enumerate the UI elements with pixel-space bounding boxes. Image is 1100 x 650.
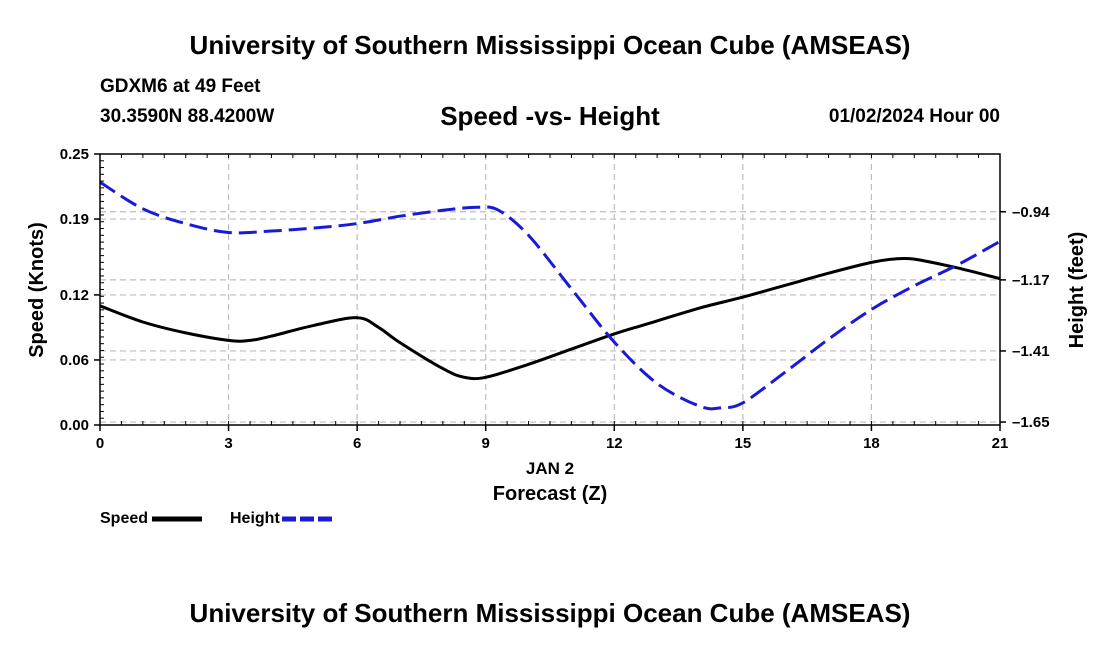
x-tick-label-12: 12 (606, 435, 623, 452)
page-title: University of Southern Mississippi Ocean… (189, 30, 911, 60)
plot-frame (99, 153, 1001, 426)
legend-speed-label: Speed (100, 510, 149, 527)
yright-tick-label--1.17: –1.17 (1012, 272, 1050, 289)
series-speed-line (99, 256, 1001, 381)
legend-height-label: Height (230, 510, 280, 527)
x-tick-label-3: 3 (224, 435, 232, 452)
yright-tick-label--1.41: –1.41 (1012, 343, 1050, 360)
footer-title: University of Southern Mississippi Ocean… (189, 598, 911, 628)
yleft-tick-label-0.12: 0.12 (60, 287, 89, 304)
x-axis-date-label: JAN 2 (526, 459, 574, 478)
x-tick-label-18: 18 (863, 435, 880, 452)
x-tick-label-21: 21 (992, 435, 1009, 452)
yleft-tick-label-0.19: 0.19 (60, 211, 89, 228)
x-axis-label: Forecast (Z) (493, 483, 607, 505)
legend-speed: Speed (100, 510, 204, 528)
x-tick-label-6: 6 (353, 435, 361, 452)
station-coordinates: 30.3590N 88.4200W (100, 106, 275, 127)
legend-speed-swatch (152, 516, 203, 522)
legend-height: Height (230, 510, 336, 528)
yleft-tick-label-0.06: 0.06 (60, 352, 89, 369)
legend-height-swatch (281, 516, 334, 522)
chart-title: Speed -vs- Height (440, 101, 660, 131)
series-height-line (99, 180, 1001, 411)
x-tick-label-9: 9 (482, 435, 490, 452)
forecast-datetime: 01/02/2024 Hour 00 (828, 106, 1000, 127)
x-tick-label-0: 0 (96, 435, 104, 452)
axes: 0 3 6 9 12 15 18 21 0.00 0.06 0.12 0.19 0.25 –0.94 –1.… (60, 146, 1050, 452)
yleft-tick-label-0: 0.00 (60, 417, 89, 434)
x-tick-label-15: 15 (735, 435, 752, 452)
yleft-tick-label-0.25: 0.25 (60, 146, 89, 163)
station-label: GDXM6 at 49 Feet (100, 76, 261, 97)
y-axis-left-label: Speed (Knots) (26, 222, 48, 358)
series-layer (99, 180, 1001, 411)
yright-tick-label--1.65: –1.65 (1012, 414, 1050, 431)
y-axis-right-label: Height (feet) (1066, 232, 1088, 349)
yright-tick-label--0.94: –0.94 (1012, 204, 1050, 221)
grid-lines (100, 154, 1000, 425)
